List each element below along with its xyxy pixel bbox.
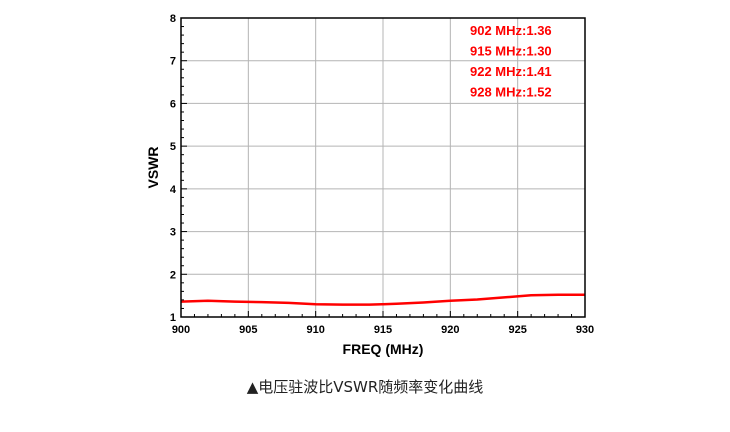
annotation-902: 902 MHz:1.36 <box>470 23 552 38</box>
y-tick-label: 4 <box>170 184 177 196</box>
y-tick-label: 5 <box>170 141 176 153</box>
x-axis-ticks: 900 905 910 915 920 925 930 <box>172 311 594 336</box>
vswr-curve-0 <box>180 293 585 306</box>
x-tick-label: 930 <box>576 324 594 336</box>
x-axis-title: FREQ (MHz) <box>343 341 424 357</box>
annotation-915: 915 MHz:1.30 <box>470 44 552 59</box>
x-tick-label: 900 <box>172 324 190 336</box>
annotation-928: 928 MHz:1.52 <box>470 85 552 100</box>
x-tick-label: 905 <box>239 324 257 336</box>
vswr-chart: 900 905 910 915 920 925 930 1 2 3 4 5 6 7 8 FREQ (MHz… <box>145 13 594 357</box>
x-tick-label: 915 <box>374 324 392 336</box>
y-tick-label: 8 <box>170 13 176 25</box>
figure-caption: ▲电压驻波比VSWR随频率变化曲线 <box>246 378 484 396</box>
y-tick-label: 1 <box>170 312 176 324</box>
y-tick-label: 2 <box>170 269 176 281</box>
y-axis-ticks: 1 2 3 4 5 6 7 8 <box>170 13 187 324</box>
annotation-box: 902 MHz:1.36 915 MHz:1.30 922 MHz:1.41 9… <box>470 23 552 100</box>
x-tick-label: 920 <box>441 324 459 336</box>
grid-lines <box>180 17 586 318</box>
y-tick-label: 6 <box>170 98 176 110</box>
y-axis-title: VSWR <box>145 147 161 189</box>
x-tick-label: 910 <box>306 324 324 336</box>
annotation-922: 922 MHz:1.41 <box>470 64 552 79</box>
x-tick-label: 925 <box>508 324 526 336</box>
series-group <box>180 293 585 306</box>
y-tick-label: 3 <box>170 227 176 239</box>
y-tick-label: 7 <box>170 56 176 68</box>
